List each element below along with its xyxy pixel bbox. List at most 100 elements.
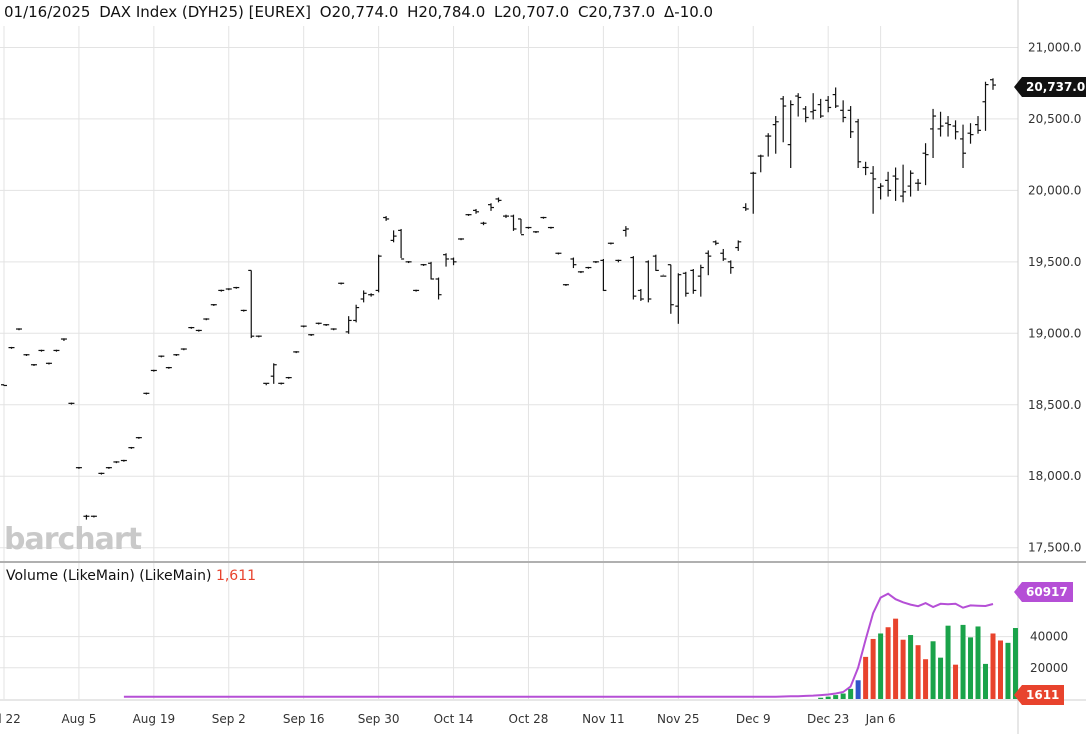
ohlc-bar: [405, 261, 412, 264]
ohlc-bar: [937, 111, 944, 137]
ohlc-bar: [75, 466, 82, 469]
ohlc-bar: [60, 338, 67, 341]
ohlc-bar: [645, 260, 652, 303]
ohlc-bar: [960, 124, 967, 169]
ohlc-bar: [300, 325, 307, 328]
price-tick-label: 21,000.0: [1028, 40, 1081, 54]
volume-bar: [945, 625, 951, 699]
ohlc-bar: [465, 213, 472, 216]
date-tick-label: Nov 25: [657, 712, 700, 726]
ohlc-bar: [173, 354, 180, 356]
last-volume-tag: 1611: [1013, 685, 1065, 705]
ohlc-bar: [90, 515, 97, 518]
ohlc-bar: [435, 277, 442, 300]
header-symbol: DAX Index (DYH25) [EUREX]: [99, 3, 311, 21]
volume-tick-label: 40000: [1030, 630, 1068, 644]
ohlc-bar: [165, 366, 172, 369]
ohlc-bar: [690, 268, 697, 294]
ohlc-bar: [375, 254, 382, 293]
date-tick-label: Aug 5: [61, 712, 96, 726]
ohlc-bar: [825, 96, 832, 113]
ohlc-bar: [38, 349, 45, 352]
volume-bar: [968, 637, 974, 699]
ohlc-bar: [390, 230, 397, 243]
ohlc-bar: [697, 264, 704, 297]
ohlc-bar: [323, 324, 330, 326]
ohlc-bar: [570, 257, 577, 269]
volume-bar: [990, 633, 996, 699]
ohlc-bar: [233, 286, 240, 289]
ohlc-bar: [592, 261, 599, 264]
volume-bar: [885, 627, 891, 699]
date-tick-label: Aug 19: [133, 712, 176, 726]
ohlc-bar: [98, 472, 105, 475]
ohlc-bar: [840, 100, 847, 123]
ohlc-bar: [368, 293, 375, 297]
ohlc-bar: [817, 98, 824, 118]
volume-bar: [938, 657, 944, 699]
ohlc-bar: [143, 392, 150, 395]
price-tick-label: 20,000.0: [1028, 183, 1081, 197]
volume-bar: [870, 638, 876, 699]
ohlc-bar: [225, 288, 232, 291]
ohlc-bar: [308, 334, 315, 336]
ohlc-bar: [495, 197, 502, 203]
price-tick-label: 18,500.0: [1028, 398, 1081, 412]
header-date: 01/16/2025: [4, 3, 91, 21]
ohlc-bar: [1, 384, 7, 387]
volume-bar: [997, 640, 1003, 699]
ohlc-bar: [637, 288, 644, 301]
volume-bar: [840, 693, 846, 699]
volume-bar: [923, 659, 929, 699]
volume-bar: [953, 664, 959, 699]
ohlc-bar: [345, 316, 352, 334]
volume-bar: [863, 656, 869, 699]
ohlc-bar: [622, 226, 629, 237]
ohlc-bar: [210, 304, 217, 306]
ohlc-bar: [150, 369, 157, 372]
volume-value: 1,611: [215, 568, 257, 584]
ohlc-bar: [982, 81, 989, 131]
ohlc-bar: [930, 108, 937, 158]
volume-tick-label: 20000: [1030, 661, 1068, 675]
ohlc-bar: [682, 271, 689, 297]
ohlc-bar: [525, 226, 532, 229]
ohlc-bar: [547, 226, 554, 229]
ohlc-bar: [952, 120, 959, 140]
ohlc-bar: [585, 266, 592, 269]
ohlc-bar: [510, 214, 517, 231]
date-tick-label: Sep 30: [358, 712, 400, 726]
ohlc-bar: [23, 354, 30, 356]
header-high: H20,784.0: [407, 3, 486, 21]
ohlc-bar: [293, 351, 300, 354]
volume-header: Volume (LikeMain) (LikeMain) 1,611: [6, 568, 256, 584]
ohlc-bar: [705, 250, 712, 276]
ohlc-bar: [53, 349, 60, 352]
ohlc-bar: [532, 231, 539, 234]
ohlc-bar: [488, 203, 495, 211]
ohlc-bar: [577, 271, 584, 274]
ohlc-bar: [270, 363, 277, 384]
ohlc-bar: [975, 116, 982, 134]
ohlc-bar: [855, 118, 862, 169]
volume-bar: [893, 618, 899, 699]
volume-average-tag: 60917: [1014, 582, 1073, 602]
ohlc-bar: [30, 364, 37, 366]
price-tick-label: 19,500.0: [1028, 255, 1081, 269]
ohlc-bar: [667, 264, 674, 314]
ohlc-bar: [255, 335, 262, 338]
ohlc-bar: [990, 78, 996, 90]
date-tick-label: Dec 23: [807, 712, 849, 726]
volume-bar: [983, 663, 989, 699]
ohlc-bar: [847, 106, 854, 138]
ohlc-bar: [780, 96, 787, 143]
ohlc-bar: [675, 273, 682, 324]
ohlc-bar: [105, 466, 112, 469]
volume-bar: [848, 688, 854, 699]
ohlc-bar: [158, 355, 165, 358]
ohlc-bar: [750, 171, 757, 214]
ohlc-bar: [795, 93, 802, 117]
ohlc-bar: [45, 362, 52, 365]
volume-bar: [855, 680, 861, 699]
